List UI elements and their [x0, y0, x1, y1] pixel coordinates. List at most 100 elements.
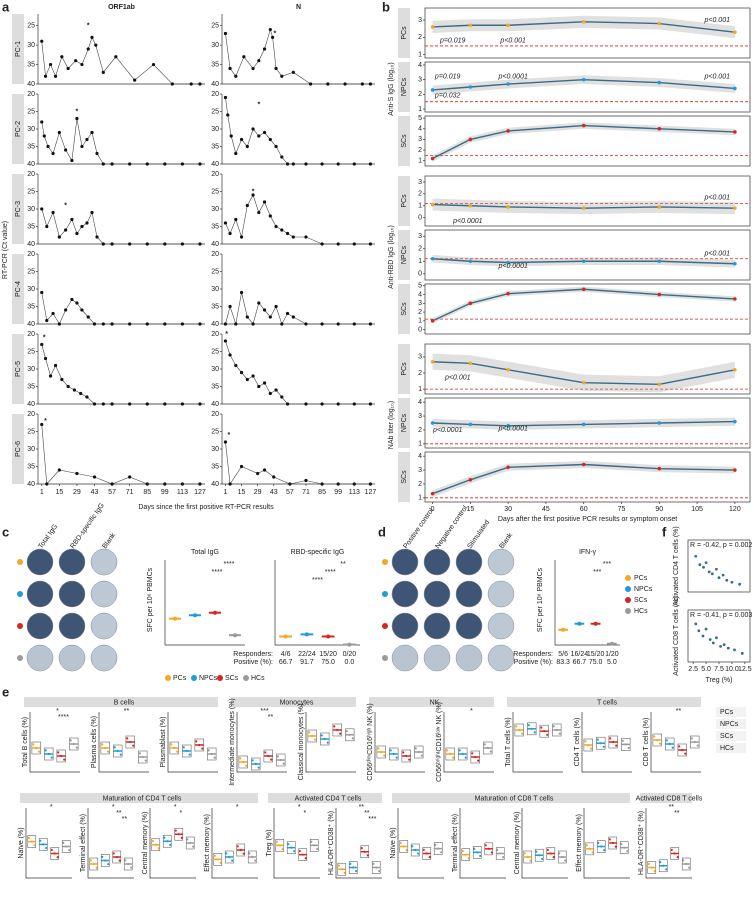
x-tick-label: 99 [161, 489, 169, 496]
ct-line [225, 194, 371, 245]
ct-point [128, 475, 132, 479]
elispot-well [26, 548, 54, 576]
legend-dot [625, 597, 631, 603]
x-tick-label: 75 [618, 506, 626, 513]
point [50, 848, 53, 852]
ct-point [228, 482, 232, 486]
point [333, 725, 336, 728]
x-tick-label: 71 [302, 489, 310, 496]
point [693, 740, 696, 744]
y-axis-label: Terminal effect (%) [452, 814, 459, 872]
elispot-well [455, 580, 483, 608]
point [323, 737, 326, 741]
legend-label: NPCs [720, 721, 739, 728]
point [126, 737, 129, 740]
y-tick-label: 35 [211, 303, 219, 310]
point [101, 855, 104, 859]
point [372, 862, 375, 866]
group-header [392, 793, 630, 803]
axis [221, 94, 375, 165]
point [541, 857, 544, 860]
ct-point [66, 66, 70, 71]
x-tick-label: 45 [542, 506, 550, 513]
legend-label: PCs [634, 575, 648, 582]
well-column-label: Positive control [402, 507, 435, 550]
median-dot [609, 641, 614, 646]
point [673, 852, 676, 855]
ct-point [86, 315, 90, 319]
x-tick-label: 7.5 [714, 666, 724, 673]
fit-point [468, 203, 473, 208]
point [684, 752, 687, 755]
point [671, 746, 674, 749]
point [53, 852, 56, 855]
y-tick-label: 35 [27, 143, 35, 150]
point [380, 750, 383, 754]
significance: *** [593, 569, 601, 576]
y-tick-label: 2 [418, 147, 422, 154]
point [543, 730, 546, 733]
elispot-well [26, 612, 54, 640]
point [530, 727, 533, 730]
elispot-well [391, 580, 419, 608]
point [440, 851, 443, 854]
legend-label: SCs [225, 675, 239, 682]
point [449, 752, 452, 756]
y-tick-label: 30 [211, 446, 219, 453]
fit-point [506, 82, 510, 86]
legend-label: HCs [720, 745, 734, 752]
point [414, 848, 417, 852]
y-tick-label: 4 [418, 291, 422, 298]
point [186, 838, 189, 841]
point [608, 838, 611, 841]
significance: ** [122, 816, 128, 823]
point [446, 749, 449, 752]
point [213, 854, 216, 857]
ct-point [285, 162, 290, 166]
point [219, 861, 222, 865]
point [257, 766, 260, 769]
group-title: Maturation of CD8 T cells [475, 795, 554, 802]
y-axis-label: Central memory (%) [514, 812, 521, 875]
ct-point [268, 27, 272, 32]
scatter-point [726, 646, 730, 650]
x-tick-label: 57 [286, 489, 294, 496]
fit-point [506, 260, 510, 265]
fit-line [432, 124, 735, 160]
group-dot [17, 591, 23, 597]
ct-point [163, 402, 167, 406]
x-tick-label: 90 [655, 506, 663, 513]
scatter-point [711, 641, 715, 645]
p-value: p<0.0001 [497, 425, 527, 432]
y-tick-label: 20 [27, 251, 35, 258]
ct-point [280, 322, 284, 326]
legend-label: HCs [634, 608, 648, 615]
point [360, 847, 363, 850]
point [313, 844, 316, 847]
point [538, 854, 541, 857]
point [35, 746, 38, 750]
y-tick-label: 25 [211, 428, 219, 435]
ct-point [251, 322, 255, 326]
axis [37, 14, 205, 85]
y-tick-label: 3 [418, 300, 422, 307]
responders: 22/24 [298, 651, 316, 658]
point [107, 750, 110, 753]
legend-dot [243, 675, 249, 681]
elispot-well [391, 548, 419, 576]
y-axis-label: CD4 T cells (%) [574, 718, 581, 767]
ct-point [51, 210, 55, 215]
fit-point [430, 491, 435, 496]
ct-point [352, 162, 356, 166]
point [437, 847, 440, 850]
ct-point [57, 468, 61, 472]
point [278, 844, 281, 847]
ct-point [274, 388, 278, 392]
y-axis-label: Activated CD4 T cells (%) [673, 526, 680, 606]
ct-point [368, 242, 372, 246]
point [56, 856, 59, 859]
ct-point [320, 162, 324, 166]
ct-point [94, 43, 98, 47]
legend-box [716, 719, 746, 729]
plot-frame [424, 343, 751, 395]
